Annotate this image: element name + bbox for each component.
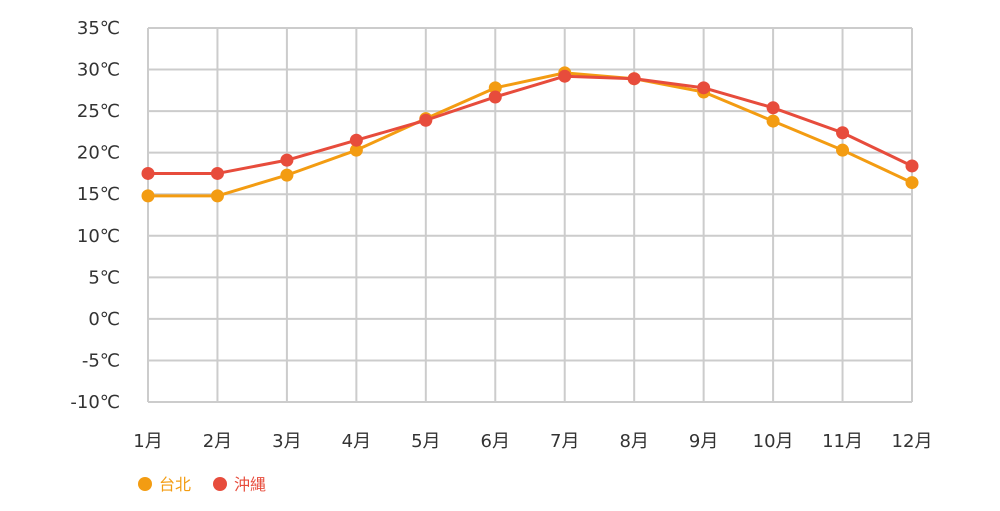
- legend-label: 台北: [159, 475, 191, 494]
- x-tick-label: 3月: [272, 431, 301, 452]
- legend-label: 沖縄: [234, 475, 266, 494]
- y-tick-label: 0℃: [88, 309, 120, 330]
- x-tick-label: 8月: [619, 431, 648, 452]
- data-point-1: [558, 69, 572, 83]
- series-line-0: [148, 71, 913, 198]
- data-point-1: [627, 72, 641, 86]
- data-point-1: [766, 101, 780, 115]
- data-point-1: [210, 166, 224, 180]
- series-lines: [141, 66, 919, 203]
- data-point-0: [280, 168, 294, 182]
- y-tick-label: -5℃: [82, 350, 120, 371]
- y-tick-label: 35℃: [77, 18, 120, 39]
- data-point-1: [349, 133, 363, 147]
- data-point-1: [141, 166, 155, 180]
- y-tick-label: 30℃: [77, 60, 120, 81]
- data-point-0: [766, 114, 780, 128]
- x-tick-label: 2月: [203, 431, 232, 452]
- data-point-1: [905, 159, 919, 173]
- data-point-1: [488, 90, 502, 104]
- x-tick-label: 11月: [822, 431, 863, 452]
- x-tick-label: 5月: [411, 431, 440, 452]
- data-point-0: [141, 189, 155, 203]
- legend-marker: [138, 477, 152, 491]
- data-point-0: [905, 176, 919, 190]
- legend: 台北 沖縄: [138, 475, 266, 494]
- x-tick-label: 1月: [133, 431, 162, 452]
- y-tick-label: -10℃: [70, 392, 120, 413]
- x-axis-ticks: 1月 2月 3月 4月 5月 6月 7月 8月 9月 10月 11月 12月: [133, 431, 932, 452]
- data-point-0: [836, 143, 850, 157]
- data-point-1: [697, 81, 711, 95]
- grid: [147, 27, 913, 403]
- data-point-0: [349, 143, 363, 157]
- data-point-0: [210, 189, 224, 203]
- x-tick-label: 6月: [481, 431, 510, 452]
- y-axis-ticks: 35℃ 30℃ 25℃ 20℃ 15℃ 10℃ 5℃ 0℃ -5℃ -10℃: [70, 18, 120, 413]
- data-point-1: [280, 153, 294, 167]
- y-tick-label: 20℃: [77, 143, 120, 164]
- y-tick-label: 25℃: [77, 101, 120, 122]
- legend-marker: [213, 477, 227, 491]
- x-tick-label: 7月: [550, 431, 579, 452]
- x-tick-label: 12月: [892, 431, 933, 452]
- x-tick-label: 10月: [753, 431, 794, 452]
- y-tick-label: 15℃: [77, 184, 120, 205]
- y-tick-label: 10℃: [77, 226, 120, 247]
- series-line-1: [148, 74, 913, 175]
- data-point-1: [836, 126, 850, 140]
- data-point-1: [419, 113, 433, 127]
- x-tick-label: 4月: [342, 431, 371, 452]
- x-tick-label: 9月: [689, 431, 718, 452]
- data-point-0: [488, 81, 502, 95]
- y-tick-label: 5℃: [88, 267, 120, 288]
